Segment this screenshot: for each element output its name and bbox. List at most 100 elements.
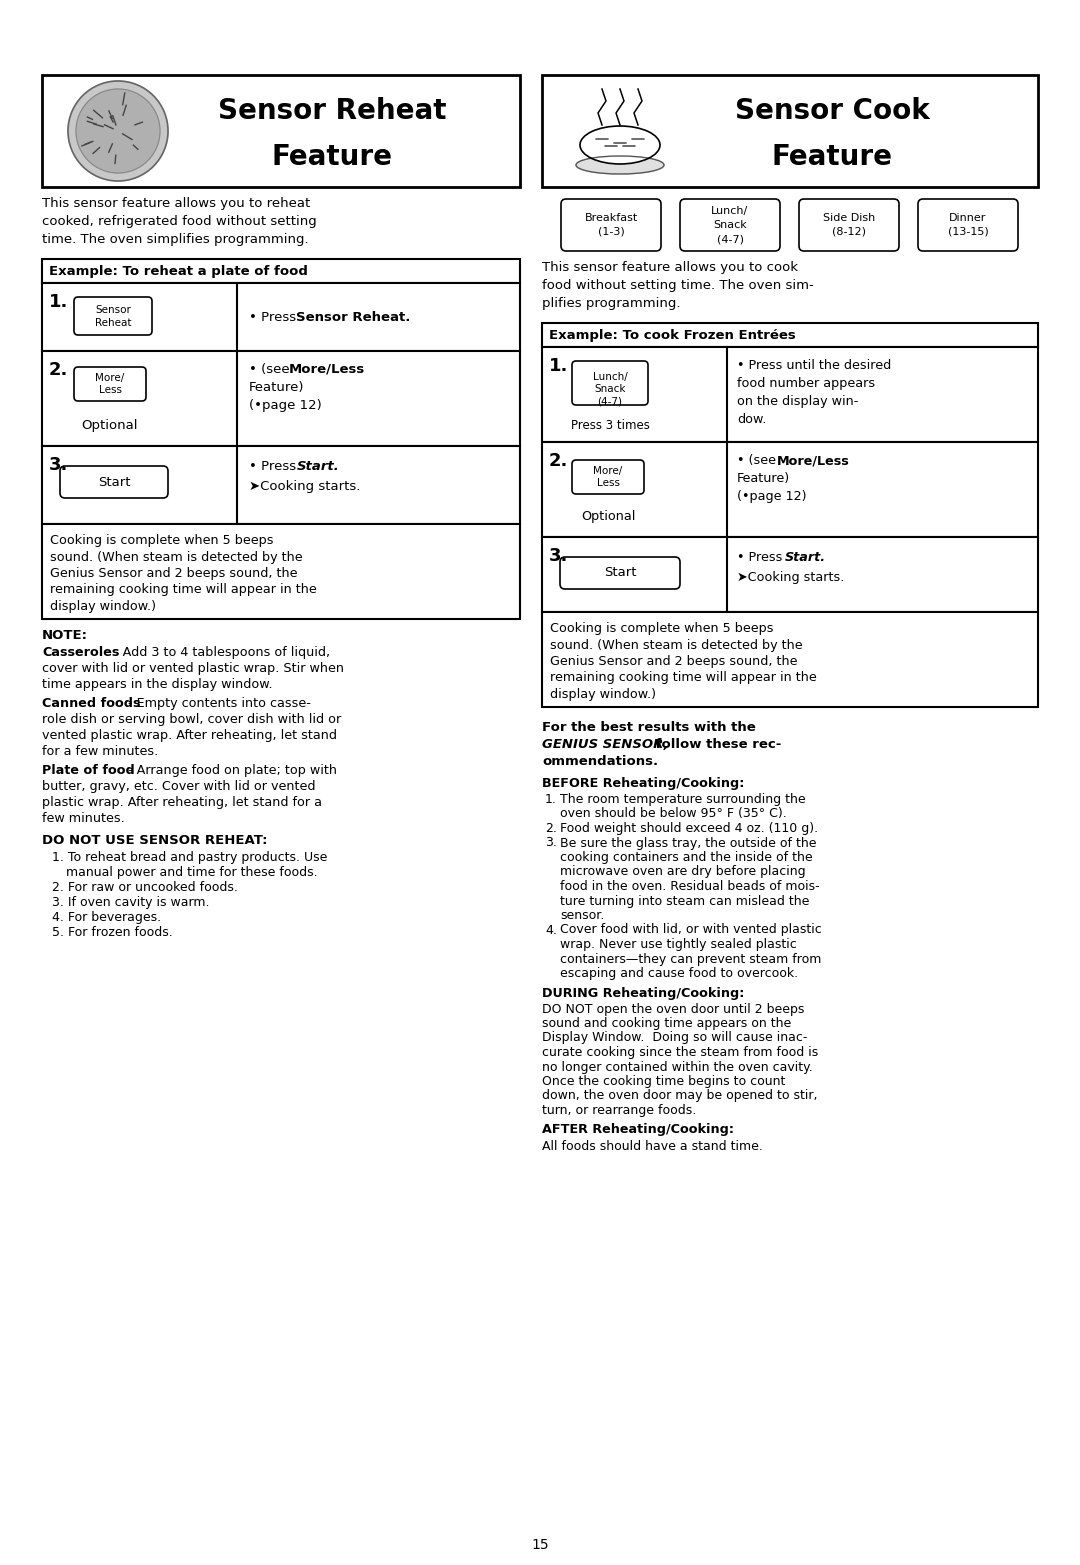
Text: curate cooking since the steam from food is: curate cooking since the steam from food… <box>542 1045 819 1060</box>
Text: Press 3 times: Press 3 times <box>570 419 649 432</box>
Text: sound. (When steam is detected by the: sound. (When steam is detected by the <box>50 551 302 563</box>
Text: plastic wrap. After reheating, let stand for a: plastic wrap. After reheating, let stand… <box>42 797 322 809</box>
Text: sound and cooking time appears on the: sound and cooking time appears on the <box>542 1017 792 1030</box>
Text: food in the oven. Residual beads of mois-: food in the oven. Residual beads of mois… <box>561 880 820 894</box>
Text: Dinner: Dinner <box>949 213 987 222</box>
Text: manual power and time for these foods.: manual power and time for these foods. <box>66 865 318 880</box>
Ellipse shape <box>580 127 660 164</box>
Text: display window.): display window.) <box>550 689 656 701</box>
FancyBboxPatch shape <box>572 362 648 405</box>
Text: (•page 12): (•page 12) <box>249 399 322 412</box>
Text: 2. For raw or uncooked foods.: 2. For raw or uncooked foods. <box>52 881 238 894</box>
Bar <box>42 351 519 446</box>
Text: ➤Cooking starts.: ➤Cooking starts. <box>249 480 361 493</box>
Text: NOTE:: NOTE: <box>42 629 87 642</box>
Circle shape <box>68 81 168 182</box>
Text: Genius Sensor and 2 beeps sound, the: Genius Sensor and 2 beeps sound, the <box>50 567 297 581</box>
Text: 3.: 3. <box>549 548 568 565</box>
Text: Breakfast: Breakfast <box>584 213 637 222</box>
Text: Once the cooking time begins to count: Once the cooking time begins to count <box>542 1075 785 1088</box>
Text: 4. For beverages.: 4. For beverages. <box>52 911 161 923</box>
Text: cooking containers and the inside of the: cooking containers and the inside of the <box>561 851 812 864</box>
Text: This sensor feature allows you to cook: This sensor feature allows you to cook <box>542 261 798 274</box>
Text: DO NOT USE SENSOR REHEAT:: DO NOT USE SENSOR REHEAT: <box>42 834 268 847</box>
Text: Snack: Snack <box>594 383 625 394</box>
Text: Feature): Feature) <box>737 473 791 485</box>
Text: • Press: • Press <box>249 460 300 473</box>
Text: (13-15): (13-15) <box>947 227 988 236</box>
FancyBboxPatch shape <box>572 460 644 495</box>
Text: Start: Start <box>98 476 131 488</box>
Text: Sensor Cook: Sensor Cook <box>734 97 930 125</box>
Bar <box>542 322 1038 347</box>
Bar <box>42 283 519 351</box>
Text: microwave oven are dry before placing: microwave oven are dry before placing <box>561 865 806 878</box>
Text: Sensor Reheat: Sensor Reheat <box>218 97 446 125</box>
FancyBboxPatch shape <box>680 199 780 250</box>
Text: escaping and cause food to overcook.: escaping and cause food to overcook. <box>561 967 798 980</box>
FancyBboxPatch shape <box>799 199 899 250</box>
Text: for a few minutes.: for a few minutes. <box>42 745 159 757</box>
Text: dow.: dow. <box>737 413 767 426</box>
Text: Example: To reheat a plate of food: Example: To reheat a plate of food <box>49 264 308 277</box>
Text: role dish or serving bowl, cover dish with lid or: role dish or serving bowl, cover dish wi… <box>42 714 341 726</box>
Text: - Arrange food on plate; top with: - Arrange food on plate; top with <box>124 764 337 776</box>
Text: Cooking is complete when 5 beeps: Cooking is complete when 5 beeps <box>50 534 273 548</box>
Text: display window.): display window.) <box>50 599 156 613</box>
Text: food number appears: food number appears <box>737 377 875 390</box>
Text: 3. If oven cavity is warm.: 3. If oven cavity is warm. <box>52 897 210 909</box>
Text: (•page 12): (•page 12) <box>737 490 807 502</box>
Ellipse shape <box>576 156 664 174</box>
Text: ommendations.: ommendations. <box>542 754 658 768</box>
Text: 2.: 2. <box>49 362 68 379</box>
Text: Start.: Start. <box>297 460 340 473</box>
Text: • Press: • Press <box>737 551 786 563</box>
Text: sensor.: sensor. <box>561 909 604 922</box>
Text: More/: More/ <box>593 466 623 476</box>
Text: All foods should have a stand time.: All foods should have a stand time. <box>542 1139 762 1152</box>
Text: Feature: Feature <box>771 142 892 171</box>
Text: DURING Reheating/Cooking:: DURING Reheating/Cooking: <box>542 986 744 1000</box>
Text: Display Window.  Doing so will cause inac-: Display Window. Doing so will cause inac… <box>542 1031 808 1044</box>
Text: More/Less: More/Less <box>777 454 850 466</box>
Bar <box>42 75 519 186</box>
Text: follow these rec-: follow these rec- <box>651 739 781 751</box>
Text: time. The oven simplifies programming.: time. The oven simplifies programming. <box>42 233 309 246</box>
Bar <box>42 524 519 620</box>
Text: Snack: Snack <box>713 221 747 230</box>
Text: down, the oven door may be opened to stir,: down, the oven door may be opened to sti… <box>542 1089 818 1102</box>
Text: 1.: 1. <box>49 293 68 311</box>
Text: Sensor Reheat.: Sensor Reheat. <box>296 311 410 324</box>
Text: AFTER Reheating/Cooking:: AFTER Reheating/Cooking: <box>542 1124 734 1136</box>
Text: plifies programming.: plifies programming. <box>542 297 680 310</box>
Text: - Add 3 to 4 tablespoons of liquid,: - Add 3 to 4 tablespoons of liquid, <box>110 646 330 659</box>
Text: Example: To cook Frozen Entrées: Example: To cook Frozen Entrées <box>549 329 796 341</box>
Text: DO NOT open the oven door until 2 beeps: DO NOT open the oven door until 2 beeps <box>542 1003 805 1016</box>
Text: containers—they can prevent steam from: containers—they can prevent steam from <box>561 953 822 966</box>
Text: • (see: • (see <box>249 363 294 376</box>
FancyBboxPatch shape <box>561 557 680 588</box>
Text: oven should be below 95° F (35° C).: oven should be below 95° F (35° C). <box>561 808 786 820</box>
Text: on the display win-: on the display win- <box>737 394 859 408</box>
Text: Less: Less <box>596 477 620 488</box>
Text: Sensor: Sensor <box>95 305 131 315</box>
Text: 5. For frozen foods.: 5. For frozen foods. <box>52 926 173 939</box>
Text: (4-7): (4-7) <box>597 396 622 405</box>
Text: Cooking is complete when 5 beeps: Cooking is complete when 5 beeps <box>550 621 773 635</box>
Text: Less: Less <box>98 385 121 394</box>
Text: • Press: • Press <box>249 311 300 324</box>
FancyBboxPatch shape <box>75 368 146 401</box>
Text: Cover food with lid, or with vented plastic: Cover food with lid, or with vented plas… <box>561 923 822 936</box>
Text: Reheat: Reheat <box>95 318 132 329</box>
Text: remaining cooking time will appear in the: remaining cooking time will appear in th… <box>550 671 816 684</box>
Text: Feature: Feature <box>271 142 392 171</box>
Text: 1.: 1. <box>545 793 557 806</box>
Text: 3.: 3. <box>545 837 557 850</box>
Text: 2.: 2. <box>549 452 568 470</box>
Text: GENIUS SENSOR,: GENIUS SENSOR, <box>542 739 669 751</box>
Text: - Empty contents into casse-: - Empty contents into casse- <box>124 696 311 711</box>
Text: wrap. Never use tightly sealed plastic: wrap. Never use tightly sealed plastic <box>561 937 797 952</box>
Text: More/Less: More/Less <box>289 363 365 376</box>
Text: More/: More/ <box>95 372 124 383</box>
Text: Feature): Feature) <box>249 380 305 394</box>
